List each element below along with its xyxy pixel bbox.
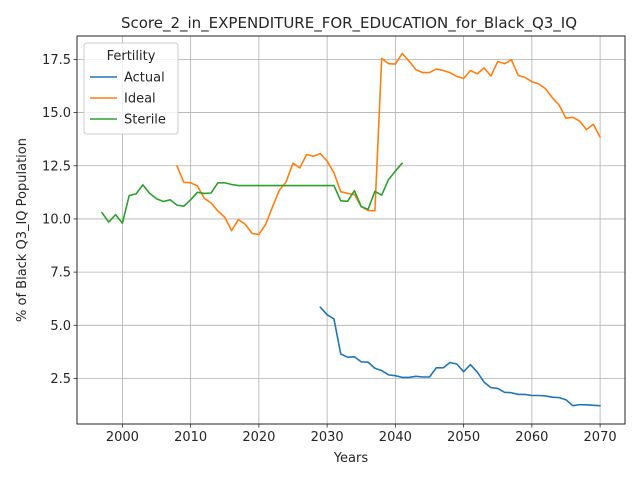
x-tick-label: 2020 xyxy=(242,430,275,445)
x-axis-label: Years xyxy=(333,451,369,466)
y-tick-label: 7.5 xyxy=(50,266,71,281)
y-tick-label: 15.0 xyxy=(42,106,71,121)
y-tick-label: 17.5 xyxy=(42,53,71,68)
x-tick-label: 2050 xyxy=(447,430,480,445)
x-tick-label: 2000 xyxy=(106,430,139,445)
y-tick-label: 5.0 xyxy=(50,319,71,334)
chart-title: Score_2_in_EXPENDITURE_FOR_EDUCATION_for… xyxy=(121,14,577,33)
series-line-actual xyxy=(319,306,601,407)
legend-label-sterile: Sterile xyxy=(124,113,166,128)
y-axis-label: % of Black Q3_IQ Population xyxy=(15,138,30,322)
series-layer xyxy=(101,52,601,407)
y-tick-label: 12.5 xyxy=(42,159,71,174)
legend: Fertility Actual Ideal Sterile xyxy=(83,42,179,135)
legend-frame xyxy=(83,42,179,135)
x-axis-ticks: 2000 2010 2020 2030 2040 2050 2060 2070 xyxy=(106,424,617,445)
y-axis-ticks: 2.5 5.0 7.5 10.0 12.5 15.0 17.5 xyxy=(42,53,77,387)
x-tick-label: 2060 xyxy=(515,430,548,445)
x-tick-label: 2040 xyxy=(379,430,412,445)
x-tick-label: 2070 xyxy=(584,430,617,445)
legend-label-actual: Actual xyxy=(124,71,165,86)
legend-label-ideal: Ideal xyxy=(124,92,156,107)
plot-frame xyxy=(76,35,626,425)
x-tick-label: 2030 xyxy=(311,430,344,445)
x-tick-label: 2010 xyxy=(174,430,207,445)
series-line-sterile xyxy=(101,162,403,224)
legend-title: Fertility xyxy=(107,49,156,64)
y-tick-label: 10.0 xyxy=(42,212,71,227)
series-line-ideal xyxy=(176,52,601,236)
y-tick-label: 2.5 xyxy=(50,372,71,387)
grid-lines xyxy=(77,36,625,424)
